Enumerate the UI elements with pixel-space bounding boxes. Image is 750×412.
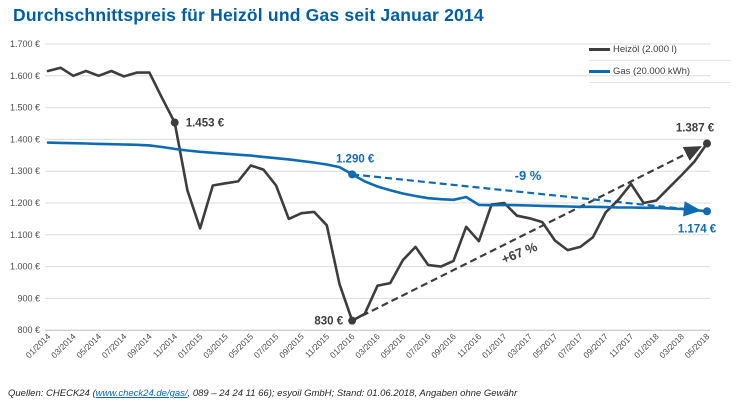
trend-arrow	[351, 146, 702, 322]
annotation-labels: 1.453 € 830 € 1.387 € 1.290 € 1.174 €	[186, 118, 717, 328]
source-suffix: , 089 – 24 24 11 66); esyoil GmbH; Stand…	[187, 388, 518, 399]
percent-label: -9 %	[515, 168, 542, 183]
x-axis-label: 07/2016	[404, 331, 433, 360]
annotation-label: 1.387 €	[676, 123, 715, 135]
trend-arrow	[352, 173, 702, 217]
page-title: Durchschnittspreis für Heizöl und Gas se…	[13, 5, 484, 25]
x-axis-label: 09/2014	[125, 331, 154, 360]
series-line-heizoel	[46, 66, 709, 323]
check24-link[interactable]: www.check24.de/gas/	[95, 388, 188, 399]
x-axis-label: 03/2016	[353, 331, 382, 360]
x-axis-label: 01/2017	[480, 331, 509, 360]
x-axis-label: 11/2017	[607, 331, 636, 360]
legend-label: Heizöl (2.000 l)	[613, 44, 677, 55]
data-point-marker	[348, 170, 357, 179]
annotation-label: 1.174 €	[678, 223, 717, 235]
y-axis-label: 1.600 €	[10, 71, 40, 81]
trend-arrows: +67 % -9 %	[351, 146, 702, 322]
legend-label: Gas (20.000 kWh)	[613, 66, 691, 77]
y-axis-label: 1.300 €	[10, 166, 40, 176]
x-axis-label: 05/2016	[378, 331, 407, 360]
y-axis-label: 1.100 €	[10, 230, 40, 240]
axis-labels: 1.700 € 1.600 € 1.500 € 1.400 € 1.300 € 1.200…	[10, 39, 712, 360]
legend-line-swatch	[589, 70, 610, 73]
x-axis-label: 03/2017	[505, 331, 534, 360]
x-axis-label: 03/2018	[657, 331, 686, 360]
y-axis-label: 1.500 €	[10, 103, 40, 113]
x-axis-label: 05/2018	[683, 331, 712, 360]
data-point-marker	[170, 118, 179, 127]
series-line-gas	[46, 141, 709, 213]
chart-legend: Heizöl (2.000 l) Gas (20.000 kWh)	[589, 39, 731, 83]
x-axis-label: 01/2015	[176, 331, 205, 360]
y-axis-label: 1.400 €	[10, 134, 40, 144]
x-axis-label: 09/2015	[277, 331, 306, 360]
x-axis-label: 09/2017	[581, 331, 610, 360]
x-axis-label: 01/2014	[24, 331, 53, 360]
data-point-marker	[348, 316, 357, 325]
y-axis-label: 900 €	[17, 293, 40, 303]
x-axis-label: 03/2014	[49, 331, 78, 360]
percent-label: +67 %	[499, 239, 540, 267]
x-axis-label: 05/2017	[531, 331, 560, 360]
x-axis-label: 07/2017	[556, 331, 585, 360]
annotation-label: 830 €	[314, 316, 343, 328]
grid-lines	[45, 43, 710, 331]
y-axis-label: 800 €	[17, 325, 40, 335]
x-axis-label: 07/2014	[100, 331, 129, 360]
y-axis-label: 1.000 €	[10, 262, 40, 272]
legend-item: Heizöl (2.000 l)	[589, 39, 731, 61]
source-note: Quellen: CHECK24 (www.check24.de/gas/, 0…	[8, 388, 748, 399]
x-axis-label: 09/2016	[429, 331, 458, 360]
x-axis-label: 05/2015	[226, 331, 255, 360]
x-axis-label: 01/2018	[632, 331, 661, 360]
legend-line-swatch	[589, 48, 610, 51]
y-axis-label: 1.700 €	[10, 39, 40, 49]
legend-item: Gas (20.000 kWh)	[589, 61, 731, 83]
x-axis-label: 01/2016	[328, 331, 357, 360]
x-axis-label: 05/2014	[74, 331, 103, 360]
y-axis-label: 1.200 €	[10, 198, 40, 208]
x-axis-label: 11/2016	[455, 331, 484, 360]
x-axis-label: 11/2014	[151, 331, 180, 360]
series-lines	[46, 66, 709, 323]
data-point-marker	[703, 139, 711, 148]
x-axis-label: 03/2015	[201, 331, 230, 360]
data-point-marker	[703, 207, 711, 216]
data-point-markers	[170, 118, 711, 325]
annotation-label: 1.290 €	[336, 153, 375, 165]
annotation-label: 1.453 €	[186, 118, 225, 130]
x-axis-label: 11/2015	[303, 331, 332, 360]
source-prefix: Quellen: CHECK24 (	[8, 388, 96, 399]
x-axis-label: 07/2015	[252, 331, 281, 360]
